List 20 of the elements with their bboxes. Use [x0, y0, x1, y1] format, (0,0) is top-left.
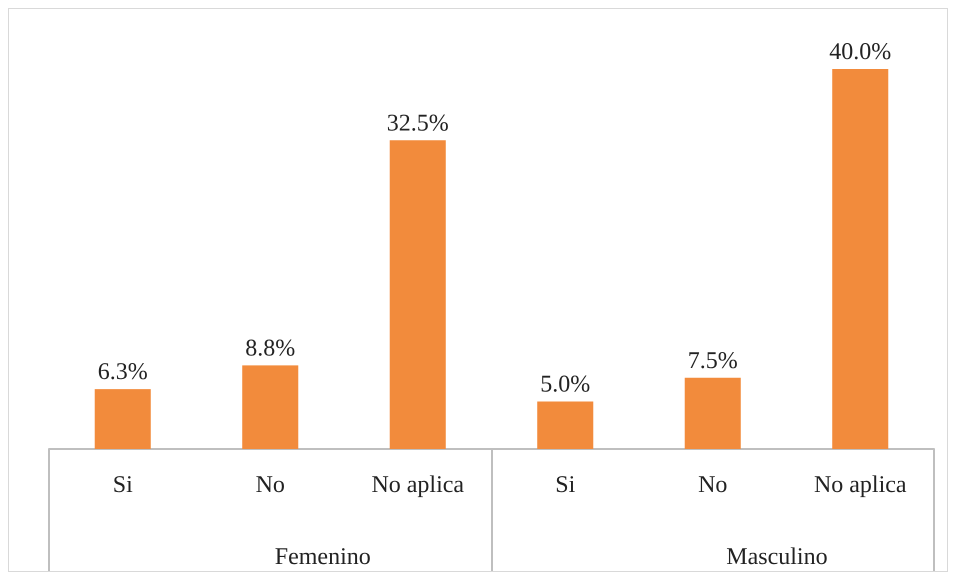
text: Femenino: [274, 544, 371, 570]
data-label: 6.3%: [98, 359, 148, 386]
x-tick-label: Si: [112, 472, 134, 498]
bar: [94, 389, 151, 449]
data-label: 5.0%: [540, 372, 590, 398]
bar: [832, 69, 888, 449]
x-tick-label: No aplica: [814, 472, 907, 498]
bar: [242, 365, 298, 449]
bar: [537, 402, 594, 449]
x-tick-label: Si: [555, 472, 576, 498]
x-tick-label: No aplica: [371, 472, 464, 498]
data-label: 8.8%: [245, 335, 296, 362]
x-tick-label: No: [698, 472, 728, 498]
data-label: 7.5%: [688, 348, 738, 374]
bar: [390, 140, 446, 449]
x-tick-label: No: [256, 472, 285, 498]
data-label: 40.0%: [829, 39, 892, 65]
data-label: 32.5%: [386, 110, 449, 136]
text: Masculino: [726, 544, 828, 570]
bar: [684, 378, 741, 449]
